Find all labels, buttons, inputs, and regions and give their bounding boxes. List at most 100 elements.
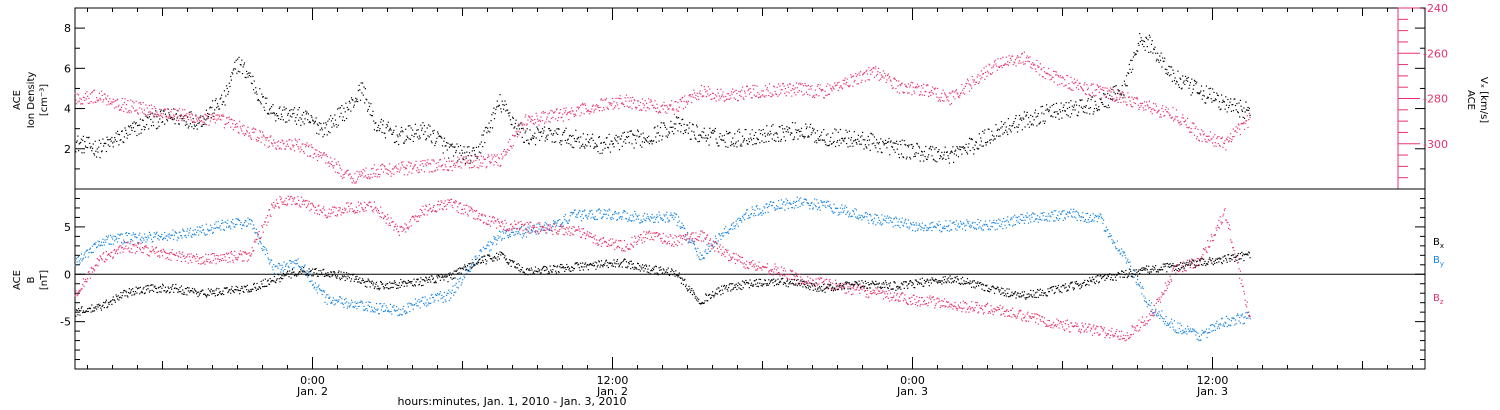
density-point	[275, 120, 277, 122]
by-point	[616, 219, 618, 221]
by-point	[173, 234, 175, 236]
vx-point	[925, 91, 927, 93]
by-point	[214, 223, 216, 225]
by-point	[1004, 224, 1006, 226]
by-point	[531, 231, 533, 233]
density-point	[157, 127, 159, 129]
by-point	[250, 219, 253, 221]
density-point	[887, 141, 889, 143]
vx-point	[801, 83, 803, 85]
density-point	[247, 76, 249, 78]
vx-point	[578, 108, 580, 110]
density-point	[738, 128, 740, 130]
density-point	[1028, 117, 1030, 119]
density-point	[902, 156, 904, 158]
density-point	[1131, 59, 1133, 62]
vx-point	[787, 86, 789, 88]
density-point	[657, 132, 659, 134]
density-point	[484, 127, 487, 129]
vx-point	[190, 119, 192, 121]
vx-point	[1228, 140, 1230, 142]
by-point	[353, 306, 355, 309]
vx-point	[762, 94, 764, 96]
vx-point	[730, 91, 732, 93]
vx-point	[553, 112, 555, 114]
density-point	[941, 151, 943, 153]
by-point	[439, 293, 441, 295]
vx-point	[986, 75, 988, 77]
by-point	[829, 204, 831, 206]
vx-point	[78, 100, 80, 102]
vx-point	[1123, 101, 1125, 103]
by-point	[845, 213, 847, 215]
by-point	[681, 222, 683, 224]
by-point	[766, 207, 769, 209]
density-point	[1066, 107, 1069, 110]
density-point	[444, 145, 446, 147]
density-point	[159, 111, 162, 113]
vx-point	[1074, 82, 1076, 84]
vx-point	[282, 143, 284, 145]
by-point	[547, 225, 549, 227]
density-point	[1157, 59, 1159, 61]
vx-point	[1225, 138, 1228, 140]
density-point	[1125, 75, 1128, 77]
vx-point	[1070, 76, 1072, 78]
vx-point	[935, 93, 937, 95]
by-point	[787, 207, 789, 209]
vx-point	[621, 103, 623, 105]
density-point	[859, 143, 861, 145]
density-point	[274, 114, 276, 116]
vx-point	[348, 173, 350, 175]
density-point	[578, 136, 580, 138]
density-point	[315, 117, 317, 119]
by-point	[104, 239, 106, 241]
vx-point	[248, 135, 250, 137]
density-point	[870, 132, 872, 134]
density-point	[498, 104, 500, 106]
by-point	[246, 225, 248, 227]
density-point	[761, 140, 763, 142]
vx-point	[706, 90, 708, 92]
vx-point	[1166, 111, 1169, 113]
by-point	[807, 202, 809, 205]
density-point	[347, 109, 349, 111]
density-point	[495, 108, 497, 111]
density-point	[78, 143, 80, 145]
by-point	[591, 209, 593, 211]
density-point	[158, 125, 160, 127]
density-point	[516, 133, 519, 135]
vx-point	[1001, 67, 1003, 69]
density-point	[140, 132, 142, 134]
density-point	[232, 73, 234, 75]
density-point	[770, 133, 772, 135]
by-point	[834, 207, 837, 209]
by-point	[696, 251, 698, 253]
density-point	[1062, 106, 1064, 108]
by-point	[1121, 248, 1123, 250]
vx-point	[493, 164, 495, 166]
by-point	[1089, 214, 1091, 216]
by-point	[331, 302, 333, 304]
by-point	[1033, 220, 1035, 222]
density-point	[687, 132, 689, 134]
by-point	[350, 303, 352, 305]
vx-point	[182, 116, 184, 118]
density-point	[1247, 106, 1249, 108]
by-point	[235, 218, 237, 220]
density-point	[1010, 131, 1012, 133]
vx-point	[318, 156, 320, 158]
vx-point	[1095, 94, 1097, 97]
vx-point	[668, 108, 670, 110]
vx-point	[628, 106, 630, 108]
density-point	[1105, 105, 1107, 107]
density-point	[302, 121, 304, 123]
vx-point	[653, 106, 655, 108]
vx-point	[980, 78, 982, 80]
vx-point	[878, 79, 880, 81]
by-point	[480, 249, 482, 251]
bottom-ytick-label: 5	[64, 221, 71, 234]
density-point	[314, 120, 316, 122]
vx-point	[594, 105, 596, 107]
vx-point	[225, 123, 227, 125]
